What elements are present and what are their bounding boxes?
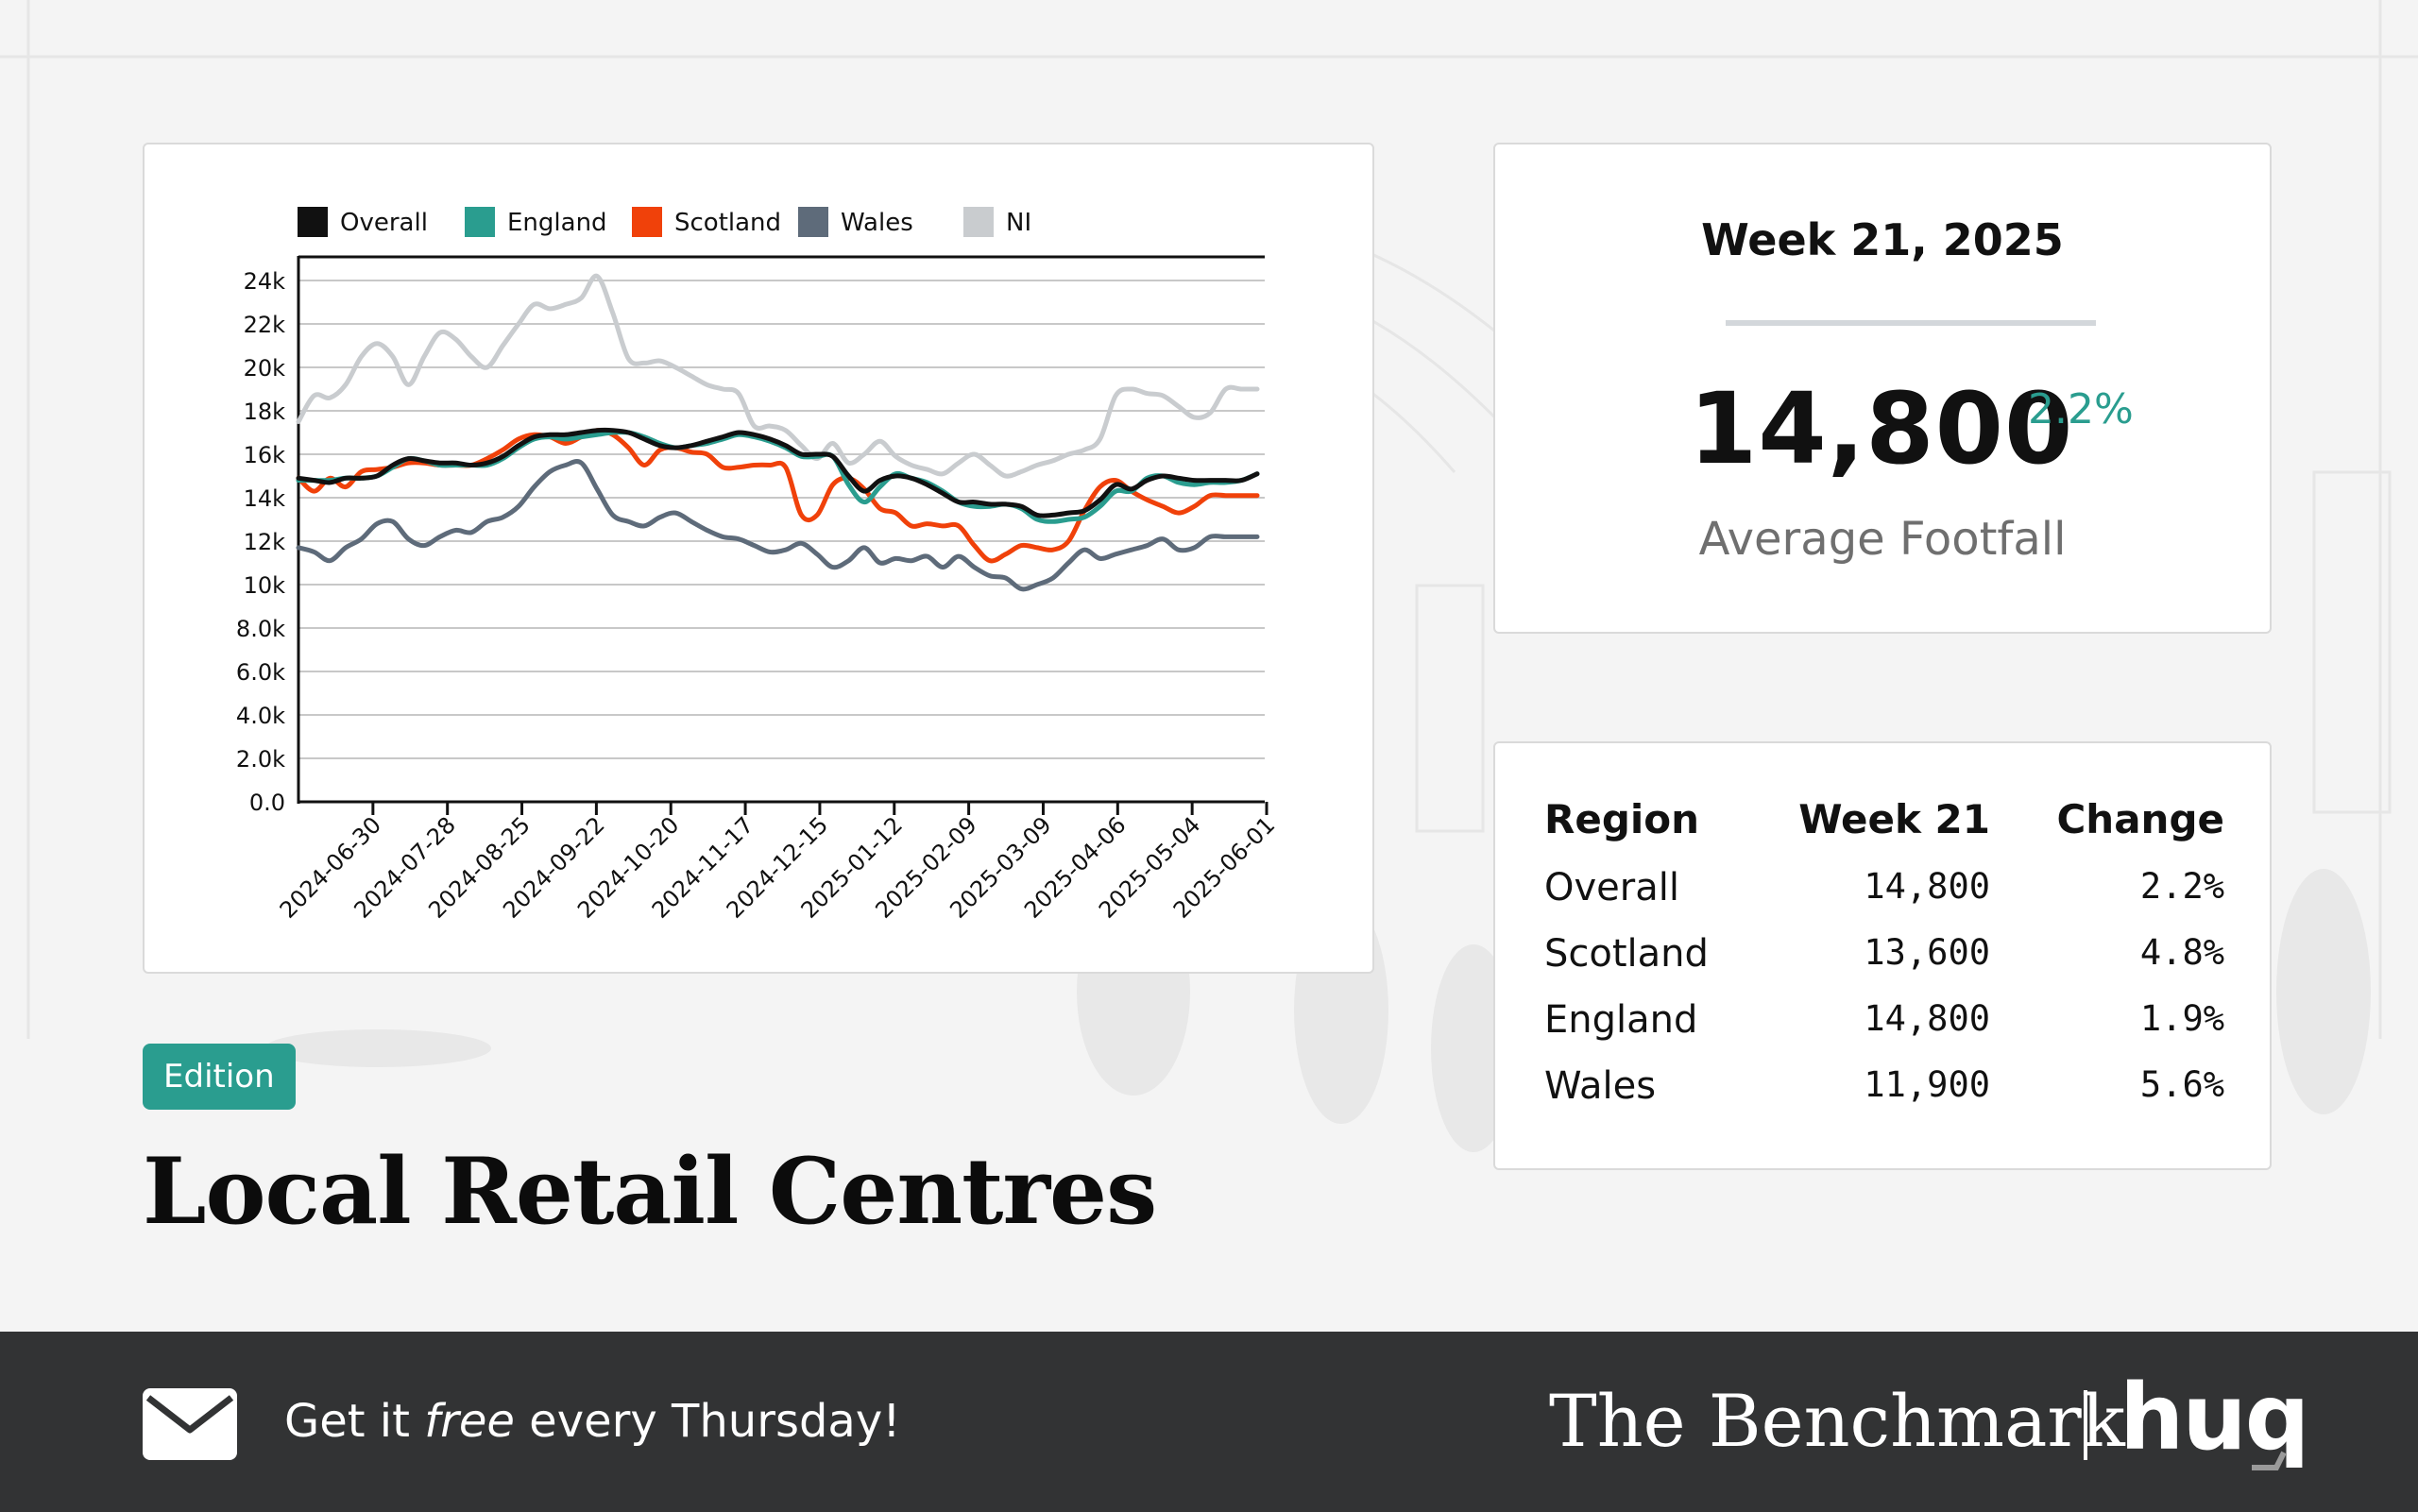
region-change: 2.2% xyxy=(2139,866,2224,907)
y-tick-label: 0.0 xyxy=(249,790,285,816)
page-title: Local Retail Centres xyxy=(143,1138,1157,1245)
table-header-row: Region Week 21 Change xyxy=(1544,796,2224,866)
y-tick-label: 14k xyxy=(244,485,286,512)
legend-swatch-scotland xyxy=(632,207,662,237)
y-tick-label: 16k xyxy=(244,442,286,468)
y-axis: 0.0 2.0k 4.0k 6.0k 8.0k 10k 12k 14k 16k 18k 20k 22k… xyxy=(236,256,300,816)
region-change: 4.8% xyxy=(2139,932,2224,973)
region-value: 14,800 xyxy=(1864,998,1990,1039)
chart-gridlines xyxy=(298,255,1265,759)
y-tick-label: 10k xyxy=(244,572,286,599)
envelope-icon[interactable] xyxy=(143,1388,237,1460)
header-region: Region xyxy=(1544,796,1700,842)
legend-label-scotland: Scotland xyxy=(674,209,781,237)
series-line-wales xyxy=(296,459,1260,592)
cta-emphasis: free xyxy=(424,1395,515,1448)
y-tick-label: 12k xyxy=(244,529,286,555)
region-name: Overall xyxy=(1544,866,1679,909)
region-value: 13,600 xyxy=(1864,932,1990,973)
y-tick-label: 22k xyxy=(244,312,286,338)
region-table: Region Week 21 Change Overall 14,800 2.2… xyxy=(1544,796,2224,1130)
legend-swatch-england xyxy=(465,207,495,237)
cta-prefix: Get it xyxy=(284,1395,425,1448)
y-tick-label: 24k xyxy=(244,268,286,295)
footfall-chart-card: Overall England Scotland Wales NI 0.0 2.0k 4.0… xyxy=(143,143,1374,974)
brand-name: The Benchmark xyxy=(1549,1379,2125,1463)
brand-separator xyxy=(2084,1390,2087,1460)
average-footfall-value: 14,800 xyxy=(1689,371,2074,486)
week-title: Week 21, 2025 xyxy=(1701,214,2064,265)
legend-swatch-wales xyxy=(798,207,828,237)
region-name: Scotland xyxy=(1544,932,1709,976)
legend-label-wales: Wales xyxy=(841,209,913,237)
header-change: Change xyxy=(2056,796,2224,842)
region-change: 5.6% xyxy=(2139,1064,2224,1105)
region-name: England xyxy=(1544,998,1698,1042)
series-line-ni xyxy=(296,273,1260,479)
table-row: Wales 11,900 5.6% xyxy=(1544,1064,2224,1130)
huq-logo: huq xyxy=(2120,1365,2309,1470)
week-summary-card: Week 21, 2025 14,800 2.2% Average Footfa… xyxy=(1493,143,2272,634)
y-tick-label: 4.0k xyxy=(236,703,285,729)
chart-legend: Overall England Scotland Wales NI xyxy=(298,207,1031,237)
cta-suffix: every Thursday! xyxy=(514,1395,901,1448)
legend-swatch-ni xyxy=(963,207,994,237)
chart-series xyxy=(296,273,1260,592)
region-name: Wales xyxy=(1544,1064,1657,1108)
average-footfall-label: Average Footfall xyxy=(1698,513,2067,566)
legend-swatch-overall xyxy=(298,207,328,237)
header-week: Week 21 xyxy=(1798,796,1990,842)
series-line-overall xyxy=(296,427,1260,518)
legend-label-ni: NI xyxy=(1006,209,1031,237)
edition-badge: Edition xyxy=(143,1044,296,1110)
region-table-card: Region Week 21 Change Overall 14,800 2.2… xyxy=(1493,741,2272,1170)
y-tick-label: 20k xyxy=(244,355,286,382)
subscribe-link[interactable]: Get it free every Thursday! xyxy=(284,1395,900,1448)
legend-label-england: England xyxy=(507,209,607,237)
x-axis: 2024-06-302024-07-282024-08-252024-09-22… xyxy=(275,800,1280,924)
table-row: Scotland 13,600 4.8% xyxy=(1544,932,2224,998)
region-value: 14,800 xyxy=(1864,866,1990,907)
y-tick-label: 2.0k xyxy=(236,746,285,773)
footfall-line-chart: Overall England Scotland Wales NI 0.0 2.0k 4.0… xyxy=(236,207,1280,924)
legend-label-overall: Overall xyxy=(340,209,428,237)
average-footfall-change: 2.2% xyxy=(2028,385,2134,433)
region-change: 1.9% xyxy=(2139,998,2224,1039)
table-row: Overall 14,800 2.2% xyxy=(1544,866,2224,932)
table-row: England 14,800 1.9% xyxy=(1544,998,2224,1064)
series-line-england xyxy=(296,430,1260,524)
y-tick-label: 6.0k xyxy=(236,659,285,686)
title-divider xyxy=(1726,320,2096,326)
y-tick-label: 18k xyxy=(244,399,286,425)
region-value: 11,900 xyxy=(1864,1064,1990,1105)
y-tick-label: 8.0k xyxy=(236,616,285,642)
logo-tick-icon xyxy=(2252,1451,2286,1470)
footer-bar xyxy=(0,1332,2418,1512)
